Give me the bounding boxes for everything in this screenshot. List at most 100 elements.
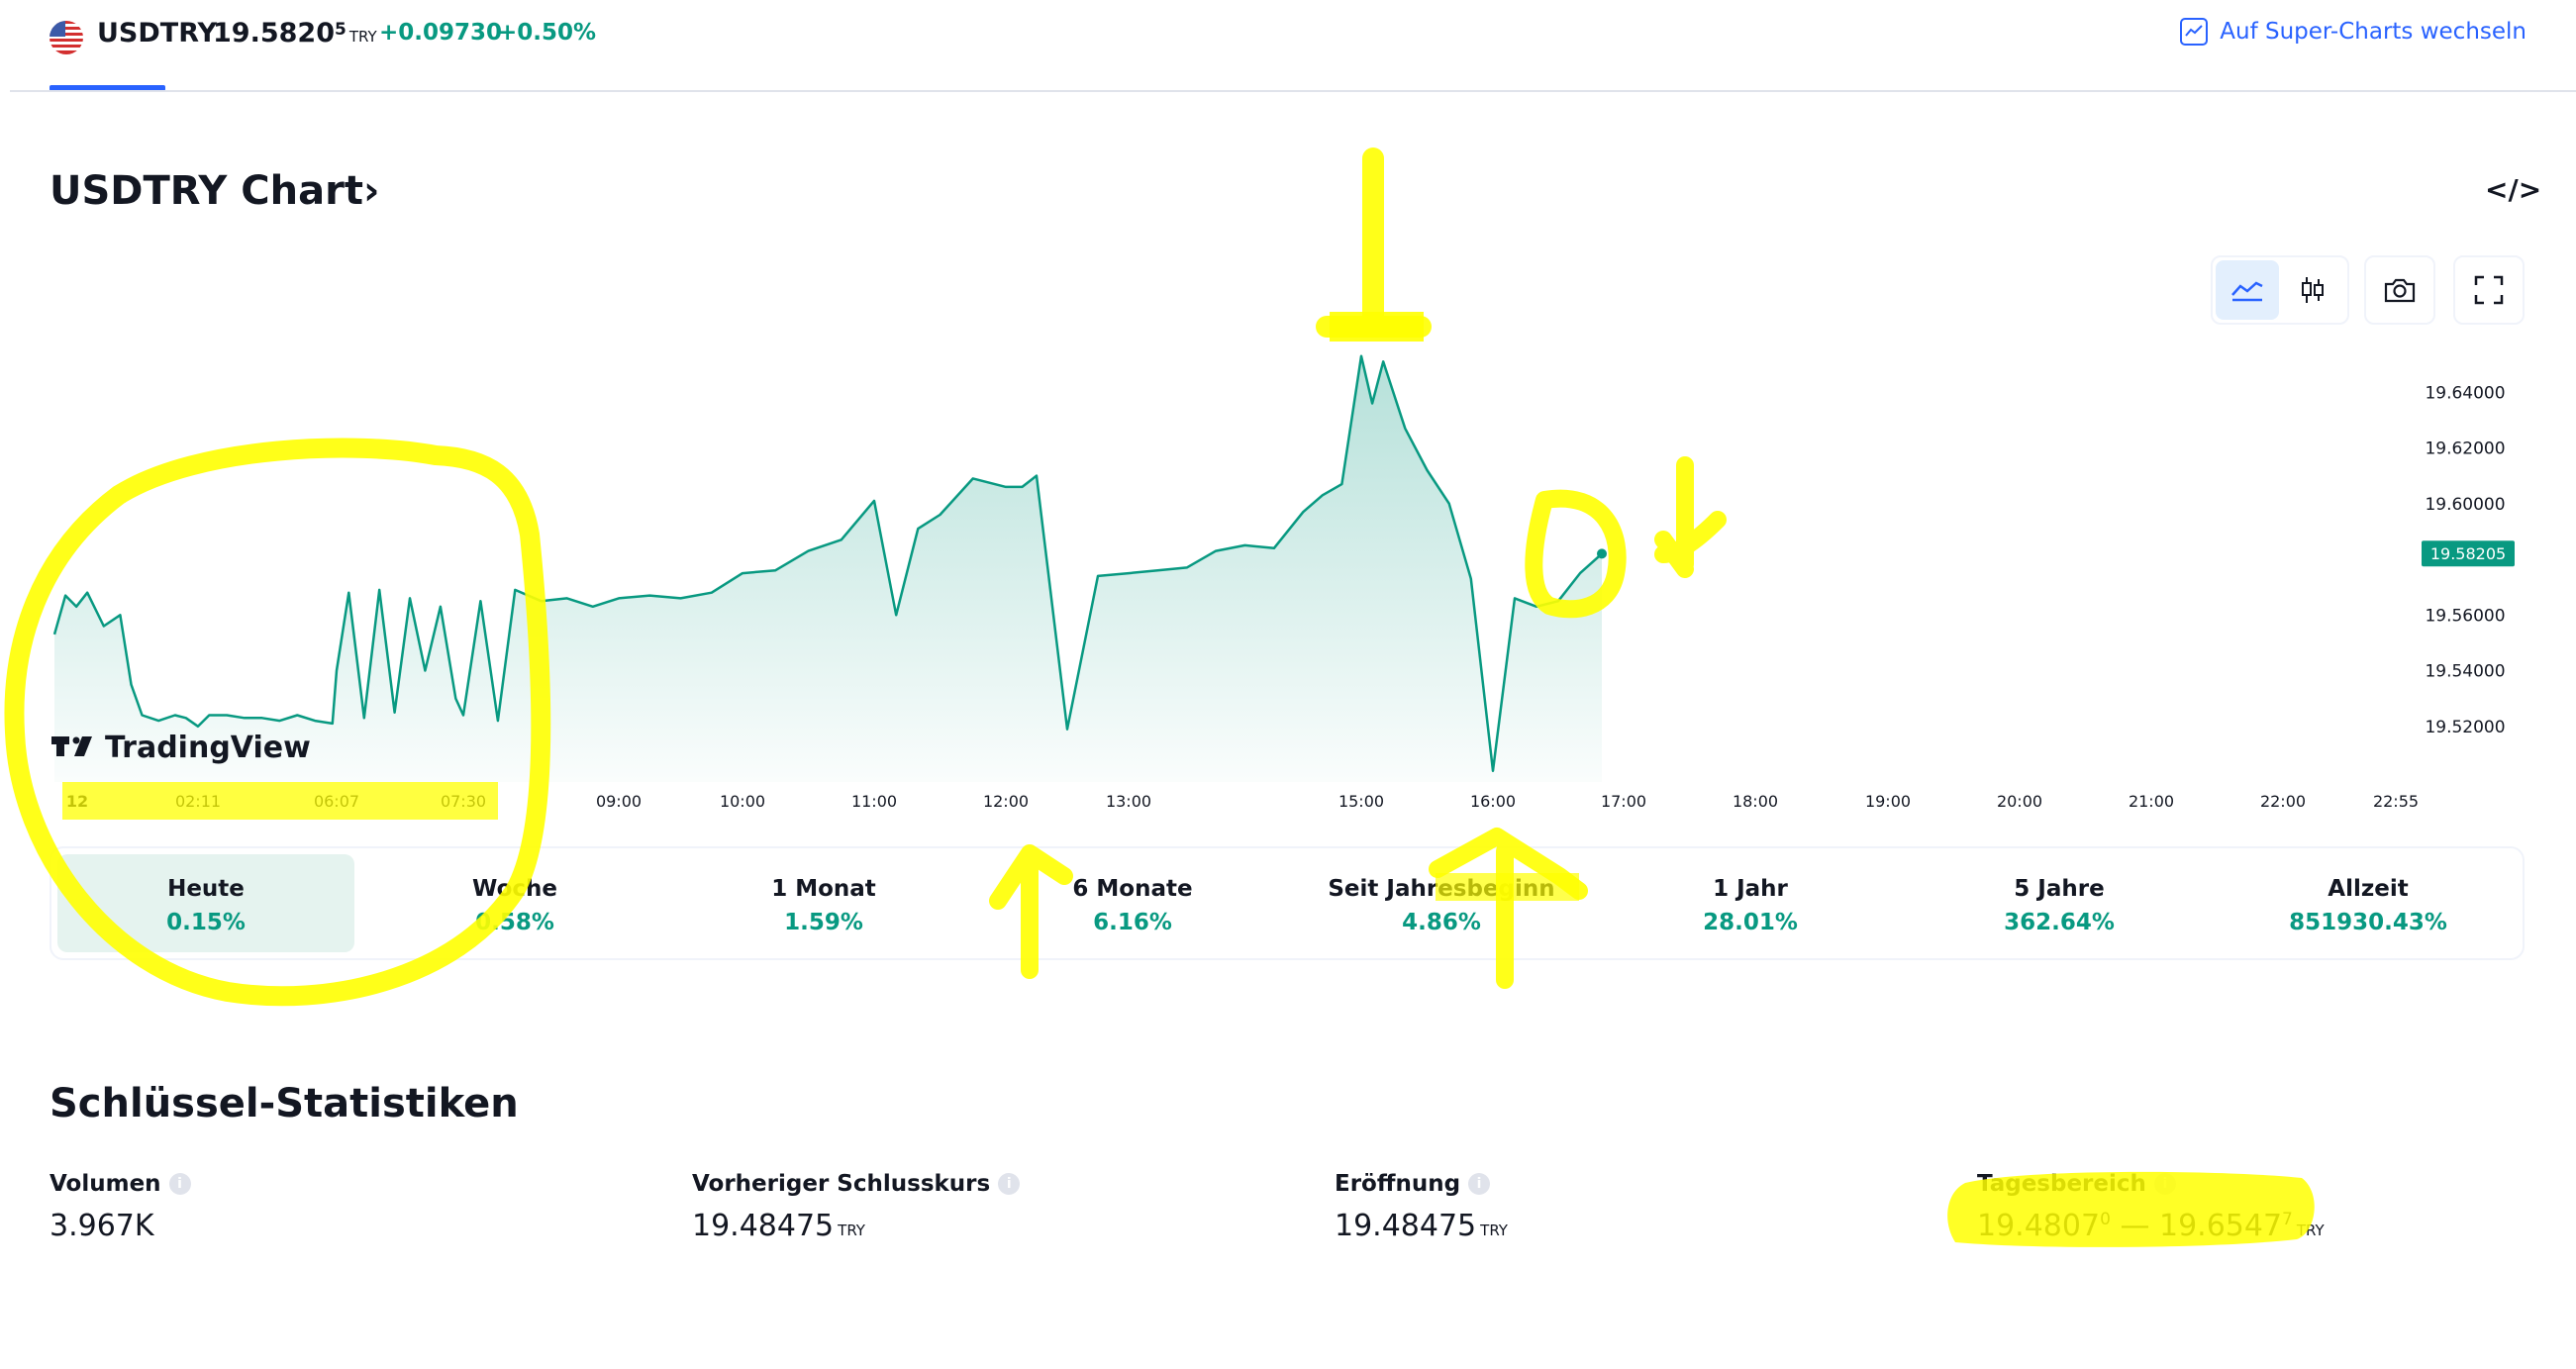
last-price-dot: [1597, 548, 1607, 559]
chart-link-icon: [2180, 18, 2209, 46]
last-price-value: 19.58205: [2430, 544, 2506, 563]
period-value: 362.64%: [2004, 910, 2115, 935]
stat-value: 19.48475: [1335, 1209, 1477, 1243]
price-currency: TRY: [348, 28, 377, 46]
period-value: 6.16%: [1093, 910, 1172, 935]
y-tick-label: 19.62000: [2425, 440, 2505, 459]
period-label: Allzeit: [2328, 876, 2409, 902]
period-value: 0.58%: [475, 910, 554, 935]
info-icon[interactable]: i: [168, 1173, 191, 1195]
chart-title[interactable]: USDTRY Chart›: [50, 168, 379, 214]
x-tick-label: 15:00: [1338, 792, 1384, 811]
last-price-label: 19.58205: [2422, 540, 2515, 567]
x-tick-label: 22:55: [2373, 792, 2419, 811]
info-icon[interactable]: i: [2153, 1173, 2176, 1195]
header-divider: [10, 90, 2576, 92]
y-tick-label: 19.56000: [2425, 606, 2505, 626]
stat-currency: TRY: [1480, 1222, 1508, 1239]
stat-label: Eröffnung: [1335, 1171, 1461, 1197]
x-tick-label: 21:00: [2129, 792, 2174, 811]
price-change: +0.09730: [379, 20, 503, 46]
x-tick-label: 09:00: [596, 792, 642, 811]
price-chart[interactable]: 19.64000 19.62000 19.60000 19.56000 19.54000…: [0, 139, 2576, 831]
period-label: Heute: [167, 876, 245, 902]
period-value: 4.86%: [1402, 910, 1481, 935]
stat-label: Volumen: [50, 1171, 161, 1197]
stat-day-range: Tagesbereich i 19.48070 — 19.65477TRY: [1977, 1171, 2325, 1243]
period-allzeit[interactable]: Allzeit 851930.43%: [2220, 854, 2517, 952]
x-tick-label: 22:00: [2260, 792, 2306, 811]
info-icon[interactable]: i: [1468, 1173, 1491, 1195]
price-sup: 5: [334, 20, 347, 40]
y-axis: 19.64000 19.62000 19.60000 19.56000 19.54000…: [2425, 383, 2505, 737]
x-tick-label: 13:00: [1106, 792, 1151, 811]
key-stats-title: Schlüssel-Statistiken: [50, 1081, 519, 1126]
range-high-sup: 7: [2282, 1210, 2293, 1229]
stat-value: 19.48475: [692, 1209, 835, 1243]
x-tick-label: 07:30: [441, 792, 486, 811]
y-tick-label: 19.64000: [2425, 383, 2505, 403]
y-tick-label: 19.60000: [2425, 495, 2505, 515]
price-change-percent: +0.50%: [498, 20, 597, 46]
period-value: 851930.43%: [2289, 910, 2447, 935]
period-seit-jahresbeginn[interactable]: Seit Jahresbeginn 4.86%: [1293, 854, 1590, 952]
stat-label: Tagesbereich: [1977, 1171, 2146, 1197]
x-tick-label: 06:07: [314, 792, 359, 811]
price-main: 19.5820: [213, 18, 335, 49]
period-value: 1.59%: [784, 910, 863, 935]
symbol-header: USDTRY 19.58205 TRY +0.09730 +0.50% Auf S…: [0, 0, 2576, 93]
symbol-name: USDTRY: [97, 18, 218, 49]
stat-label: Vorheriger Schlusskurs: [692, 1171, 991, 1197]
embed-code-icon[interactable]: </>: [2485, 173, 2542, 206]
period-woche[interactable]: Woche 0.58%: [366, 854, 663, 952]
us-flag-icon: [50, 21, 83, 54]
stat-value: 3.967K: [50, 1209, 154, 1243]
active-tab-indicator: [50, 85, 165, 91]
camera-icon[interactable]: [2364, 255, 2435, 325]
stat-currency: TRY: [838, 1222, 865, 1239]
x-tick-label: 19:00: [1865, 792, 1911, 811]
period-1-monat[interactable]: 1 Monat 1.59%: [675, 854, 972, 952]
candlestick-icon[interactable]: [2281, 260, 2344, 320]
period-5-jahre[interactable]: 5 Jahre 362.64%: [1911, 854, 2208, 952]
x-tick-label: 10:00: [720, 792, 765, 811]
range-low-sup: 0: [2100, 1210, 2111, 1229]
x-tick-label: 11:00: [851, 792, 897, 811]
x-tick-label: 18:00: [1733, 792, 1778, 811]
period-label: Woche: [472, 876, 557, 902]
range-high: 19.6547: [2158, 1209, 2283, 1243]
info-icon[interactable]: i: [998, 1173, 1021, 1195]
x-tick-label: 16:00: [1470, 792, 1516, 811]
stat-volume: Volumen i 3.967K: [50, 1171, 191, 1243]
period-label: Seit Jahresbeginn: [1328, 876, 1555, 902]
x-tick-label: 20:00: [1997, 792, 2042, 811]
plot-area: [52, 354, 1607, 782]
x-tick-label: 12: [66, 792, 88, 811]
period-label: 1 Jahr: [1713, 876, 1788, 902]
stat-open: Eröffnung i 19.48475 TRY: [1335, 1171, 1508, 1243]
x-tick-label: 17:00: [1601, 792, 1646, 811]
super-charts-label: Auf Super-Charts wechseln: [2220, 19, 2526, 45]
x-axis: 12 02:11 06:07 07:30 09:00 10:00 11:00 12:00 13:…: [66, 792, 2419, 811]
x-tick-label: 02:11: [175, 792, 221, 811]
y-tick-label: 19.54000: [2425, 662, 2505, 682]
current-price: 19.58205 TRY: [213, 18, 377, 49]
area-chart-icon[interactable]: [2216, 260, 2279, 320]
period-label: 6 Monate: [1072, 876, 1193, 902]
period-6-monate[interactable]: 6 Monate 6.16%: [984, 854, 1281, 952]
super-charts-link[interactable]: Auf Super-Charts wechseln: [2180, 18, 2526, 46]
chevron-right-icon: ›: [362, 168, 380, 214]
fullscreen-icon[interactable]: [2453, 255, 2525, 325]
stat-currency: TRY: [2296, 1222, 2325, 1239]
stat-prev-close: Vorheriger Schlusskurs i 19.48475 TRY: [692, 1171, 1021, 1243]
period-value: 0.15%: [166, 910, 246, 935]
chart-title-text: USDTRY Chart: [50, 168, 363, 214]
period-value: 28.01%: [1703, 910, 1798, 935]
chart-type-toggle: [2211, 255, 2349, 325]
period-label: 1 Monat: [771, 876, 876, 902]
period-heute[interactable]: Heute 0.15%: [57, 854, 354, 952]
period-selector: Heute 0.15% Woche 0.58% 1 Monat 1.59% 6 Mon…: [50, 846, 2525, 960]
x-tick-label: 12:00: [983, 792, 1029, 811]
range-low: 19.4807: [1977, 1209, 2101, 1243]
period-1-jahr[interactable]: 1 Jahr 28.01%: [1602, 854, 1899, 952]
